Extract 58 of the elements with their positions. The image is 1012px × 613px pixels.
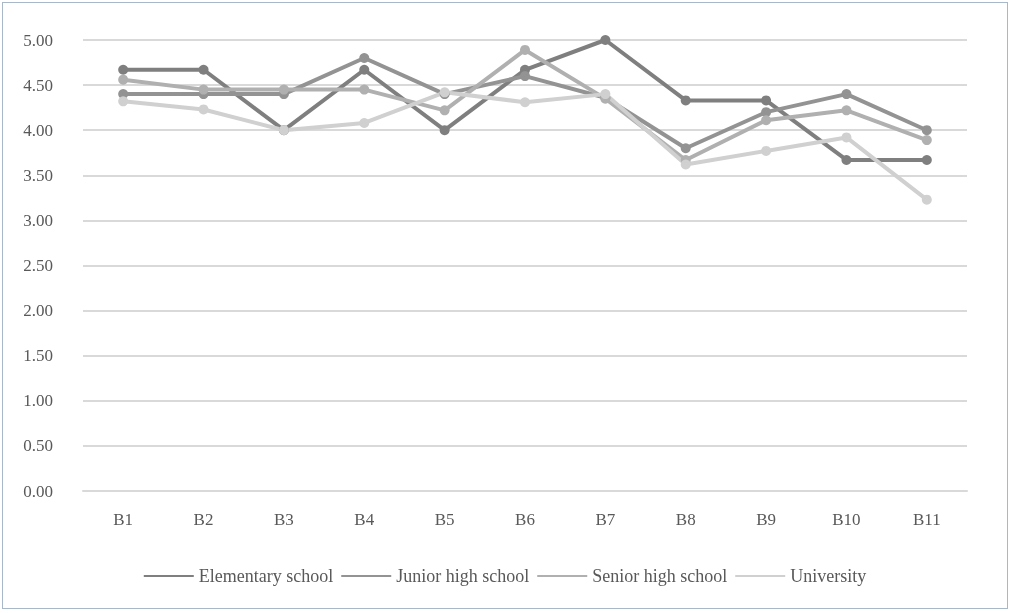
point bbox=[841, 89, 852, 100]
point bbox=[921, 154, 932, 165]
point bbox=[118, 74, 129, 85]
point bbox=[198, 104, 209, 115]
point bbox=[761, 115, 772, 126]
y-tick-label: 5.00 bbox=[23, 30, 53, 50]
point bbox=[921, 135, 932, 146]
y-tick-label: 1.50 bbox=[23, 346, 53, 366]
y-tick-label: 1.00 bbox=[23, 391, 53, 411]
point bbox=[841, 105, 852, 116]
point bbox=[359, 117, 370, 128]
x-tick-label: B3 bbox=[273, 510, 294, 529]
point bbox=[761, 107, 772, 118]
point bbox=[680, 143, 691, 154]
point bbox=[118, 96, 129, 107]
x-tick-label: B7 bbox=[595, 510, 616, 529]
legend-label: Senior high school bbox=[592, 566, 728, 586]
point bbox=[600, 35, 611, 45]
point bbox=[921, 125, 932, 136]
x-tick-label: B9 bbox=[756, 510, 777, 529]
y-tick-label: 0.50 bbox=[23, 436, 53, 456]
point bbox=[118, 64, 129, 75]
point bbox=[439, 105, 450, 116]
point bbox=[359, 84, 370, 95]
x-tick-label: B4 bbox=[354, 510, 375, 529]
x-tick-label: B5 bbox=[434, 510, 455, 529]
x-tick-label: B2 bbox=[193, 510, 214, 529]
point bbox=[520, 97, 530, 108]
x-tick-label: B11 bbox=[912, 510, 941, 529]
point bbox=[198, 84, 209, 95]
point bbox=[841, 132, 852, 143]
x-tick-label: B8 bbox=[675, 510, 696, 529]
point bbox=[761, 95, 772, 106]
x-tick-label: B10 bbox=[832, 510, 861, 529]
y-tick-label: 3.00 bbox=[23, 210, 53, 230]
point bbox=[520, 44, 530, 55]
y-tick-label: 4.00 bbox=[23, 120, 53, 140]
y-tick-label: 3.50 bbox=[23, 165, 53, 185]
x-tick-label: B6 bbox=[515, 510, 535, 529]
y-tick-label: 2.00 bbox=[23, 301, 53, 321]
point bbox=[520, 71, 530, 82]
point bbox=[680, 95, 691, 106]
y-tick-label: 2.50 bbox=[23, 256, 53, 275]
point bbox=[439, 125, 450, 136]
x-tick-label: B1 bbox=[113, 510, 134, 529]
y-tick-label: 4.50 bbox=[23, 75, 53, 95]
point bbox=[841, 154, 852, 165]
point bbox=[278, 84, 289, 95]
point bbox=[761, 145, 772, 156]
point bbox=[198, 64, 209, 75]
point bbox=[359, 53, 370, 64]
point bbox=[680, 159, 691, 170]
legend-label: Junior high school bbox=[396, 566, 530, 586]
point bbox=[359, 64, 370, 75]
legend-label: University bbox=[790, 566, 867, 586]
point bbox=[921, 194, 932, 205]
legend-label: Elementary school bbox=[198, 566, 334, 586]
y-tick-label: 0.00 bbox=[23, 481, 53, 501]
